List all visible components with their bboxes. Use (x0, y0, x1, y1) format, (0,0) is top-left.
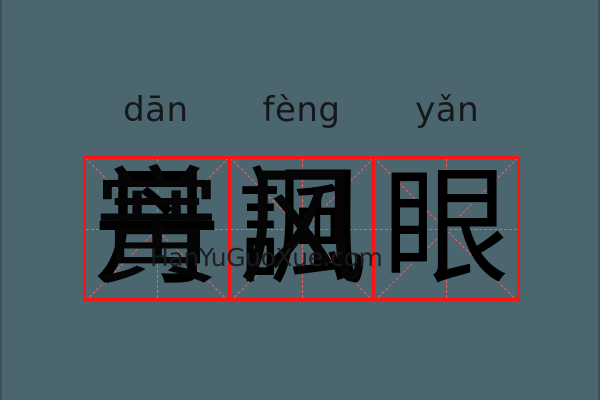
hanzi-overlay-glyph-2: 风 (237, 159, 366, 298)
pinyin-row: dān fèng yǎn (83, 86, 520, 134)
hanzi-glyph-2: 諷 (237, 159, 366, 298)
hanzi-overlay-glyph-3 (375, 159, 517, 298)
pinyin-syllable-1: dān (123, 90, 189, 130)
hanzi-glyph-3: 眼 (382, 159, 511, 298)
grid-cell-2[interactable]: 諷 风 (227, 159, 373, 298)
hanzi-glyph-1: 丹 (92, 159, 221, 298)
tianzige-character-grid: 丹 黉 諷 风 眼 (83, 156, 520, 301)
pinyin-syllable-3: yǎn (415, 90, 480, 130)
hanzi-overlay-glyph-1: 黉 (92, 159, 221, 298)
pinyin-syllable-2: fèng (262, 90, 341, 130)
grid-cell-1[interactable]: 丹 黉 (86, 159, 228, 298)
grid-cell-3[interactable]: 眼 (372, 159, 518, 298)
